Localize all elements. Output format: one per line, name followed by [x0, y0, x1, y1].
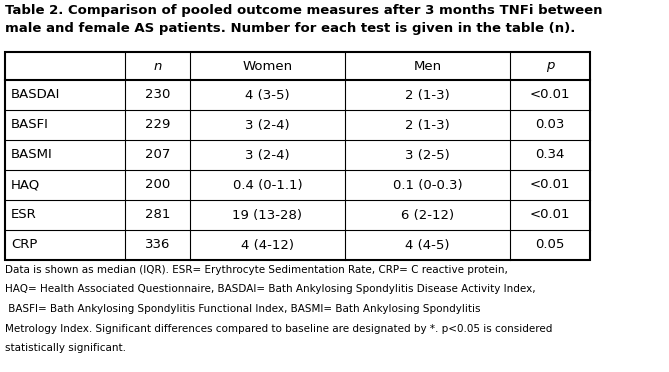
- Text: 0.34: 0.34: [535, 148, 565, 161]
- Text: 207: 207: [145, 148, 170, 161]
- Text: Men: Men: [413, 60, 442, 73]
- Text: 19 (13-28): 19 (13-28): [233, 208, 302, 221]
- Text: 2 (1-3): 2 (1-3): [405, 89, 450, 102]
- Text: BASMI: BASMI: [11, 148, 53, 161]
- Text: <0.01: <0.01: [530, 89, 570, 102]
- Bar: [5, 52, 590, 260]
- Text: BASFI= Bath Ankylosing Spondylitis Functional Index, BASMI= Bath Ankylosing Spon: BASFI= Bath Ankylosing Spondylitis Funct…: [5, 304, 480, 314]
- Text: CRP: CRP: [11, 238, 37, 251]
- Text: BASFI: BASFI: [11, 119, 49, 131]
- Text: 3 (2-5): 3 (2-5): [405, 148, 450, 161]
- Text: 4 (3-5): 4 (3-5): [245, 89, 290, 102]
- Text: 4 (4-12): 4 (4-12): [241, 238, 294, 251]
- Text: Table 2. Comparison of pooled outcome measures after 3 months TNFi between: Table 2. Comparison of pooled outcome me…: [5, 4, 603, 17]
- Text: HAQ= Health Associated Questionnaire, BASDAI= Bath Ankylosing Spondylitis Diseas: HAQ= Health Associated Questionnaire, BA…: [5, 285, 536, 295]
- Text: Metrology Index. Significant differences compared to baseline are designated by : Metrology Index. Significant differences…: [5, 324, 553, 334]
- Text: 336: 336: [145, 238, 170, 251]
- Text: n: n: [153, 60, 162, 73]
- Text: Women: Women: [242, 60, 292, 73]
- Text: 230: 230: [145, 89, 170, 102]
- Text: 4 (4-5): 4 (4-5): [405, 238, 450, 251]
- Text: <0.01: <0.01: [530, 179, 570, 192]
- Text: <0.01: <0.01: [530, 208, 570, 221]
- Text: 3 (2-4): 3 (2-4): [245, 148, 290, 161]
- Text: 0.1 (0-0.3): 0.1 (0-0.3): [393, 179, 462, 192]
- Text: 3 (2-4): 3 (2-4): [245, 119, 290, 131]
- Text: 281: 281: [145, 208, 170, 221]
- Text: statistically significant.: statistically significant.: [5, 343, 126, 353]
- Text: 0.03: 0.03: [535, 119, 565, 131]
- Text: Data is shown as median (IQR). ESR= Erythrocyte Sedimentation Rate, CRP= C react: Data is shown as median (IQR). ESR= Eryt…: [5, 265, 508, 275]
- Text: male and female AS patients. Number for each test is given in the table (n).: male and female AS patients. Number for …: [5, 22, 575, 35]
- Text: HAQ: HAQ: [11, 179, 40, 192]
- Text: 0.05: 0.05: [535, 238, 565, 251]
- Text: 6 (2-12): 6 (2-12): [401, 208, 454, 221]
- Text: 229: 229: [145, 119, 170, 131]
- Text: BASDAI: BASDAI: [11, 89, 60, 102]
- Text: 2 (1-3): 2 (1-3): [405, 119, 450, 131]
- Text: ESR: ESR: [11, 208, 37, 221]
- Text: 0.4 (0-1.1): 0.4 (0-1.1): [233, 179, 302, 192]
- Text: p: p: [546, 60, 554, 73]
- Text: 200: 200: [145, 179, 170, 192]
